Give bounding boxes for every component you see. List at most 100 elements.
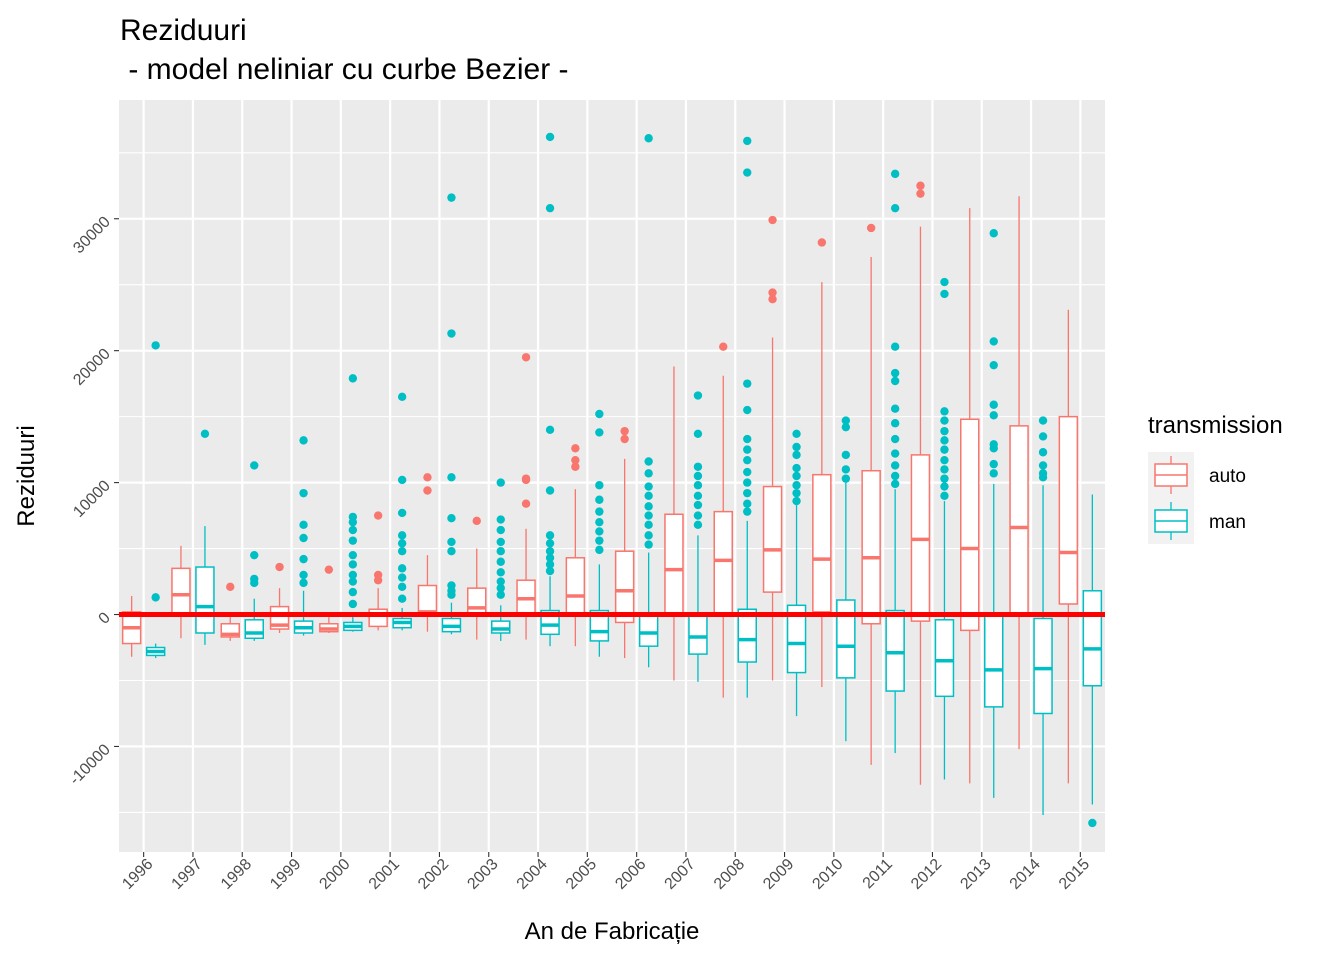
outlier-point — [571, 455, 580, 465]
box-iqr — [1082, 590, 1103, 687]
outlier-point — [940, 277, 949, 287]
outlier-point — [397, 475, 407, 485]
box-auto-2013 — [960, 208, 980, 784]
y-tick-label: 0 — [96, 609, 114, 627]
y-axis-ticks: -10000 0 10000 20000 30000 — [67, 213, 119, 789]
outlier-point — [693, 511, 703, 520]
outlier-point — [496, 537, 505, 547]
outlier-point — [545, 203, 555, 213]
outlier-point — [299, 520, 308, 530]
outlier-point — [545, 566, 555, 576]
outlier-point — [719, 342, 728, 351]
box-iqr — [614, 550, 635, 624]
outlier-point — [890, 368, 900, 378]
box-auto-2010 — [812, 238, 832, 688]
outlier-point — [595, 545, 604, 555]
x-tick-label: 2012 — [908, 856, 945, 893]
outlier-point — [324, 565, 334, 574]
box-man-2000 — [343, 374, 363, 632]
box-auto-2002 — [417, 473, 438, 632]
y-tick-label: 30000 — [70, 213, 114, 257]
box-iqr — [368, 608, 388, 628]
outlier-point — [940, 474, 949, 483]
legend-key-man: man — [1148, 498, 1246, 544]
box-auto-2005 — [565, 444, 586, 647]
outlier-point — [768, 295, 777, 304]
outlier-point — [423, 473, 432, 482]
box-man-1999 — [293, 436, 314, 636]
outlier-point — [496, 525, 505, 535]
outlier-point — [693, 481, 703, 490]
box-auto-2009 — [762, 215, 783, 681]
box-auto-2008 — [713, 342, 733, 698]
outlier-point — [348, 536, 358, 545]
x-tick-label: 2004 — [514, 856, 551, 893]
box-iqr — [1033, 617, 1053, 715]
outlier-point — [792, 488, 801, 498]
outlier-point — [989, 469, 998, 478]
outlier-point — [348, 560, 358, 569]
outlier-point — [743, 478, 752, 487]
outlier-point — [792, 496, 801, 506]
outlier-point — [989, 411, 998, 420]
outlier-point — [299, 436, 308, 445]
box-iqr — [984, 615, 1004, 708]
box-iqr — [737, 608, 757, 663]
chart-subtitle: - model neliniar cu curbe Bezier - — [120, 53, 569, 86]
outlier-point — [545, 560, 555, 569]
outlier-point — [693, 429, 703, 438]
outlier-point — [743, 499, 752, 508]
x-tick-label: 2000 — [316, 856, 353, 893]
outlier-point — [890, 449, 900, 458]
legend-key-auto: auto — [1148, 452, 1246, 498]
outlier-point — [644, 531, 653, 540]
outlier-point — [496, 478, 505, 487]
outlier-point — [743, 507, 752, 516]
plot-panel — [119, 100, 1105, 852]
chart-title: Reziduuri — [120, 14, 247, 47]
outlier-point — [989, 400, 998, 409]
outlier-point — [743, 136, 752, 146]
outlier-point — [521, 353, 531, 362]
x-tick-label: 2010 — [809, 856, 846, 893]
box-iqr — [565, 557, 586, 617]
outlier-point — [890, 404, 900, 413]
outlier-point — [545, 132, 555, 142]
box-auto-2011 — [861, 223, 881, 765]
outlier-point — [496, 547, 505, 556]
outlier-point — [545, 553, 555, 562]
outlier-point — [693, 520, 703, 530]
outlier-point — [644, 469, 653, 478]
box-man-2009 — [786, 429, 807, 717]
outlier-point — [595, 481, 604, 490]
x-tick-label: 2011 — [860, 856, 896, 892]
box-iqr — [1058, 415, 1079, 605]
outlier-point — [447, 193, 456, 202]
box-iqr — [885, 609, 905, 692]
outlier-point — [940, 416, 949, 425]
outlier-point — [299, 578, 308, 588]
x-tick-label: 2015 — [1056, 856, 1093, 893]
outlier-point — [620, 426, 629, 436]
legend-label-auto: auto — [1209, 466, 1246, 487]
outlier-point — [373, 576, 383, 585]
outlier-point — [595, 507, 604, 516]
outlier-point — [989, 444, 998, 453]
box-auto-1996 — [121, 596, 142, 657]
outlier-point — [817, 238, 827, 247]
outlier-point — [792, 463, 801, 473]
outlier-point — [768, 288, 777, 297]
outlier-point — [644, 482, 653, 491]
box-man-2008 — [737, 136, 757, 698]
outlier-point — [693, 471, 703, 481]
outlier-point — [916, 189, 925, 198]
outlier-point — [226, 582, 235, 592]
outlier-point — [472, 516, 481, 526]
box-iqr — [195, 566, 215, 634]
outlier-point — [1038, 416, 1048, 425]
outlier-point — [595, 527, 604, 536]
outlier-point — [841, 465, 851, 474]
box-iqr — [244, 619, 264, 640]
x-tick-label: 2005 — [563, 856, 600, 893]
box-auto-2004 — [516, 353, 536, 640]
